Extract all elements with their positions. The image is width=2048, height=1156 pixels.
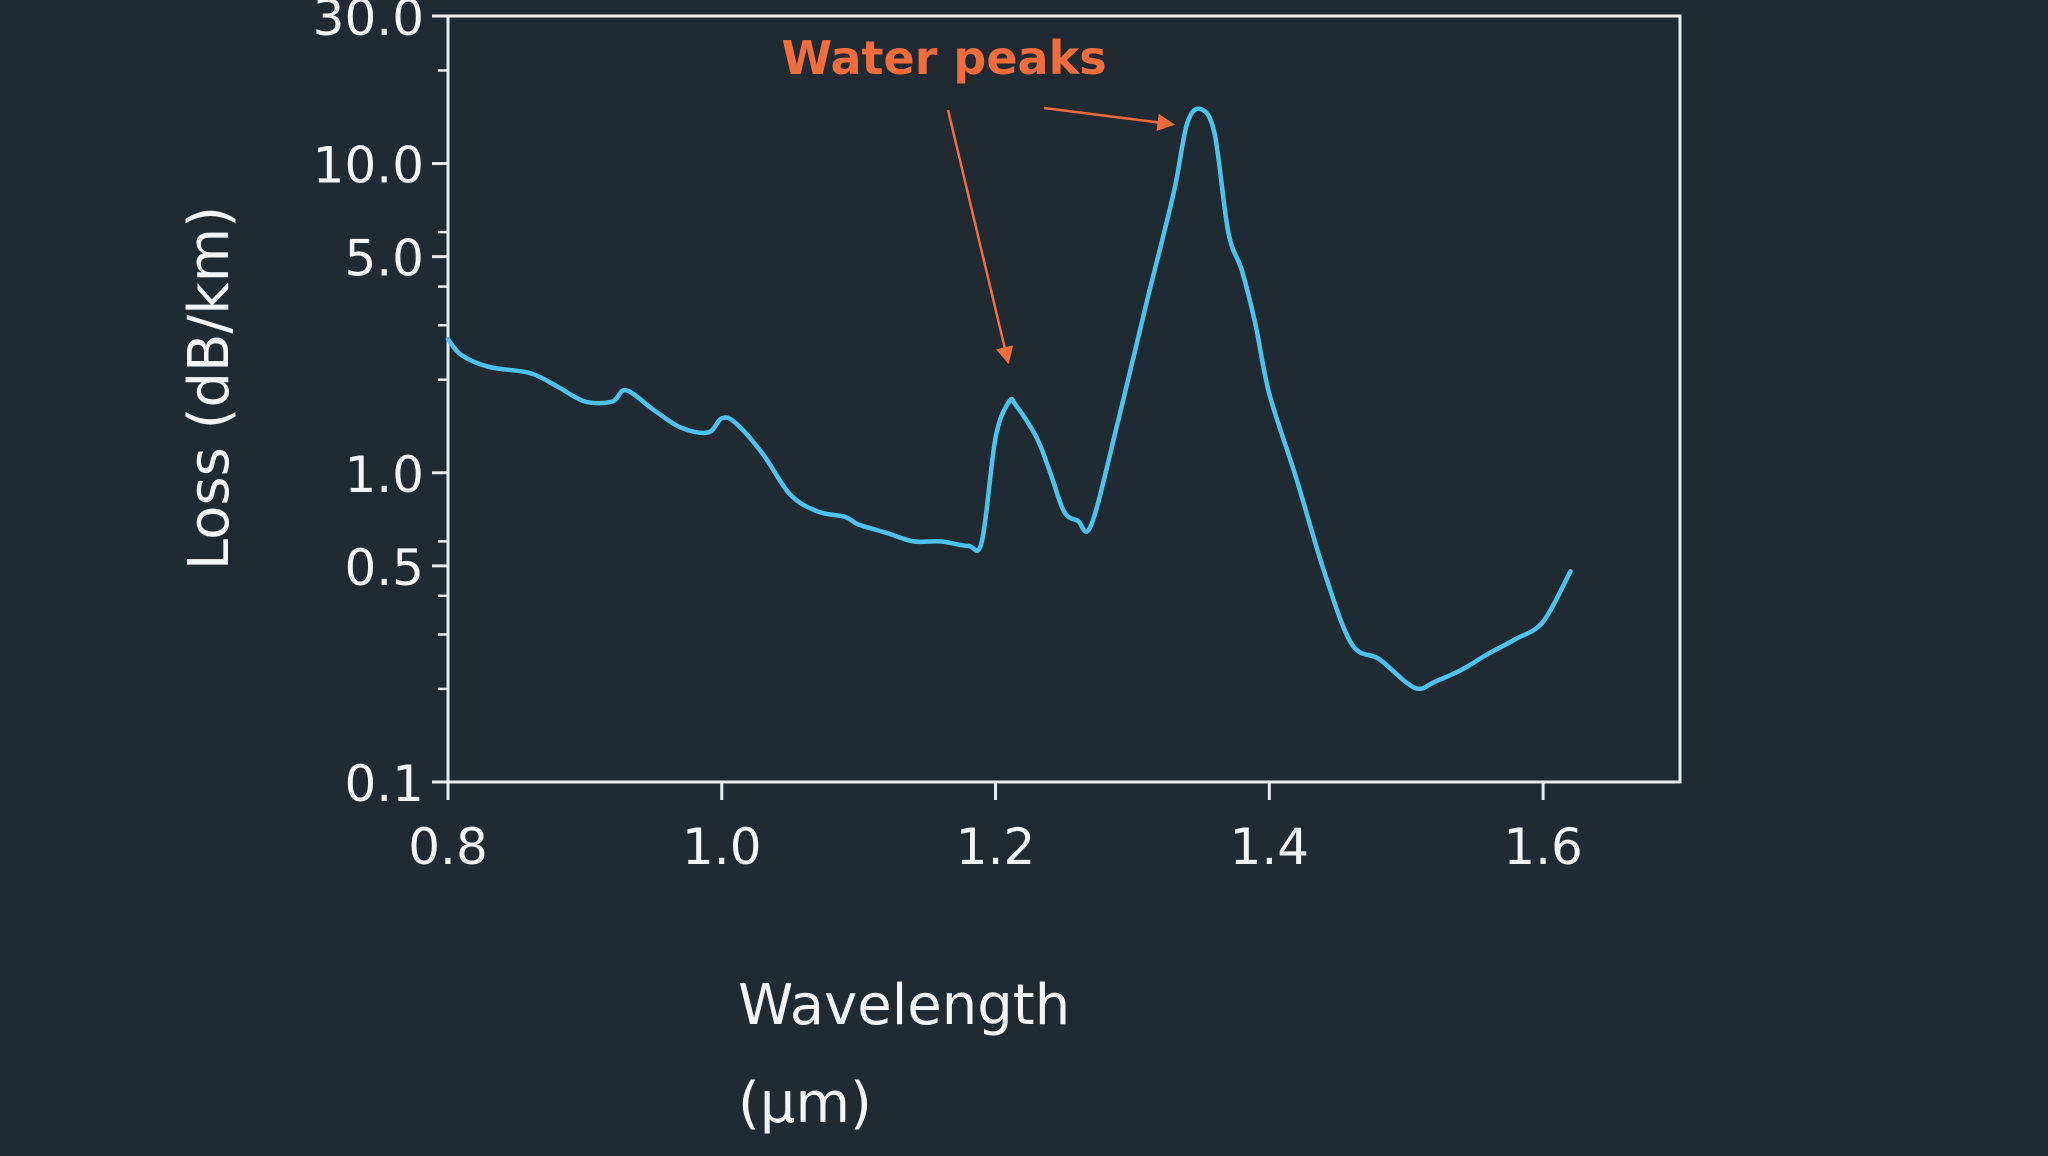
x-tick-label: 0.8 (408, 818, 488, 876)
y-tick-label: 30.0 (313, 0, 424, 47)
x-tick-label: 1.4 (1230, 818, 1310, 876)
annotation-label: Water peaks (781, 31, 1106, 85)
loss-curve (445, 106, 1573, 692)
plot-frame (446, 14, 1682, 784)
x-tick-label: 1.0 (682, 818, 762, 876)
x-tick-label: 1.6 (1503, 818, 1583, 876)
y-tick-label: 1.0 (344, 446, 424, 504)
x-tick-label: 1.2 (956, 818, 1036, 876)
y-tick-label: 5.0 (344, 230, 424, 288)
y-tick-label: 0.1 (344, 755, 424, 813)
annotation: Water peaks (781, 31, 1175, 365)
annotation-arrow (946, 109, 1014, 365)
y-axis-label: Loss (dB/km) (177, 206, 242, 570)
x-axis: 0.8 1.0 1.2 1.4 1.6 (408, 782, 1583, 876)
x-axis-unit: (μm) (738, 1071, 872, 1136)
x-axis-label: Wavelength (738, 973, 1070, 1038)
y-axis: 0.1 0.5 1.0 5.0 10.0 30.0 (313, 0, 448, 813)
y-tick-label: 0.5 (344, 539, 424, 597)
annotation-arrow (1043, 106, 1175, 132)
y-tick-label: 10.0 (313, 137, 424, 195)
